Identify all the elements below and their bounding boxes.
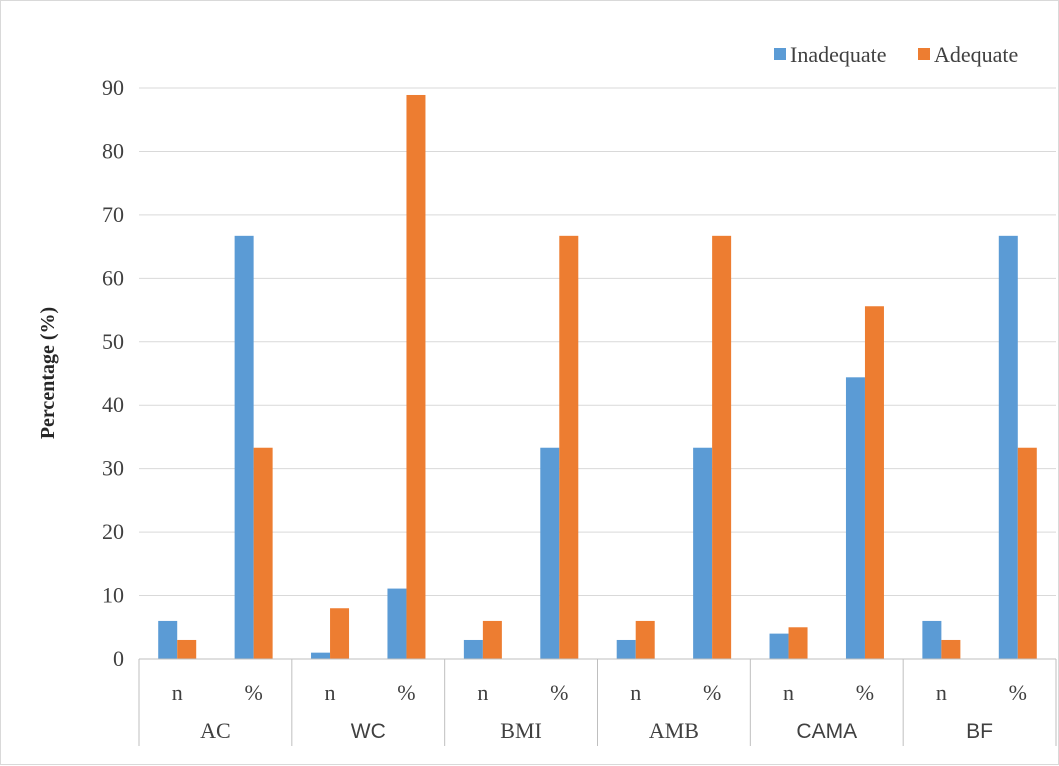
y-tick-label: 0 [113,646,124,671]
bar-inadequate-wc-n [311,652,331,659]
bar-adequate-bf-pct [1017,447,1037,659]
bar-inadequate-ac-pct [234,235,254,659]
x-subcategory-label: n [936,680,947,705]
bar-adequate-cama-pct [864,306,884,659]
bars [158,94,1037,660]
x-subcategory-label: n [172,680,183,705]
bar-adequate-amb-pct [712,235,732,659]
y-tick-label: 60 [102,265,124,290]
bar-inadequate-ac-n [158,620,178,659]
x-group-label: AMB [649,718,699,743]
x-subcategory-label: % [856,680,874,705]
bar-adequate-cama-n [788,627,808,659]
x-subcategory-label: % [397,680,415,705]
bar-adequate-amb-n [635,620,655,659]
y-tick-label: 90 [102,75,124,100]
x-subcategory-label: n [630,680,641,705]
x-group-label: BMI [500,718,542,743]
x-subcategory-label: % [1009,680,1027,705]
y-tick-label: 20 [102,519,124,544]
bar-inadequate-amb-n [616,639,636,659]
x-group-label: WC [351,720,386,743]
bar-adequate-ac-pct [253,447,273,659]
x-subcategory-label: n [325,680,336,705]
bar-inadequate-amb-pct [693,447,713,659]
bar-inadequate-bf-pct [998,235,1018,659]
y-axis-title: Percentage (%) [37,307,59,439]
y-tick-label: 10 [102,583,124,608]
x-group-label: AC [200,718,231,743]
bar-inadequate-cama-n [769,633,789,659]
bar-adequate-bmi-n [482,620,502,659]
bar-adequate-bf-n [941,639,961,659]
y-tick-label: 80 [102,138,124,163]
legend-label-inadequate: Inadequate [790,42,887,67]
y-tick-label: 40 [102,392,124,417]
x-axis [138,658,1057,746]
bar-inadequate-bmi-pct [540,447,560,659]
bar-adequate-wc-pct [406,94,426,660]
bar-adequate-wc-n [330,608,350,659]
x-subcategory-label: % [550,680,568,705]
x-subcategory-label: % [703,680,721,705]
y-tick-label: 70 [102,202,124,227]
gridlines [139,87,1056,597]
bar-adequate-ac-n [177,639,197,659]
bar-adequate-bmi-pct [559,235,579,659]
x-group-label: BF [966,720,993,743]
y-tick-label: 30 [102,456,124,481]
legend-label-adequate: Adequate [934,42,1018,67]
bar-inadequate-bf-n [922,620,942,659]
y-axis-ticks: 0 10 20 30 40 50 60 70 80 90 [102,75,124,671]
legend-swatch-adequate [918,48,930,60]
x-subcategory-label: n [477,680,488,705]
x-subcategory-label: % [244,680,262,705]
bar-inadequate-bmi-n [463,639,483,659]
bar-inadequate-wc-pct [387,588,407,659]
x-group-label: CAMA [796,720,857,743]
x-subcategory-label: n [783,680,794,705]
y-tick-label: 50 [102,329,124,354]
legend: Inadequate Adequate [774,42,1018,67]
bar-inadequate-cama-pct [845,377,865,659]
legend-swatch-inadequate [774,48,786,60]
